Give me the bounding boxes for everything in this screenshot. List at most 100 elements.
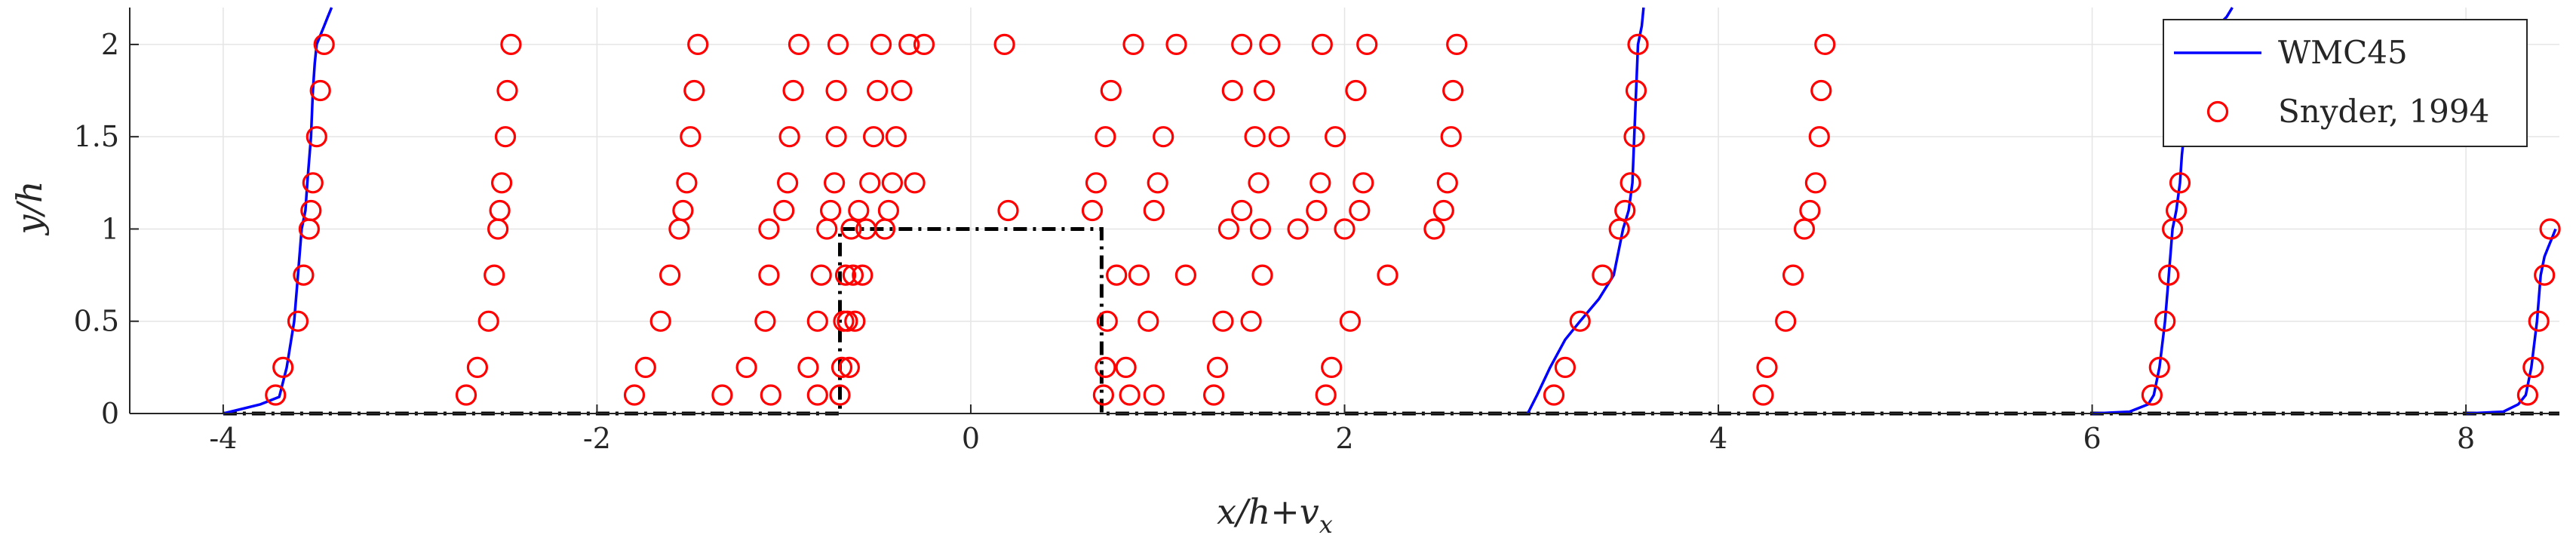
snyder-data-point	[1143, 199, 1165, 222]
snyder-data-point	[1543, 384, 1565, 406]
snyder-data-point	[797, 356, 819, 378]
snyder-data-point	[1095, 126, 1116, 148]
snyder-data-point	[825, 79, 847, 102]
snyder-data-point	[1240, 310, 1262, 332]
snyder-data-point	[1206, 356, 1229, 378]
snyder-data-point	[1202, 384, 1225, 406]
snyder-data-point	[825, 126, 847, 148]
snyder-data-point	[1138, 310, 1159, 332]
snyder-data-point	[993, 33, 1015, 56]
snyder-data-point	[649, 310, 671, 332]
snyder-data-point	[1356, 33, 1378, 56]
snyder-data-point	[1423, 218, 1445, 240]
snyder-data-point	[806, 310, 828, 332]
snyder-data-point	[623, 384, 646, 406]
snyder-data-point	[1446, 33, 1468, 56]
snyder-data-point	[1128, 264, 1150, 286]
y-tick-label: 1	[101, 212, 119, 245]
snyder-data-point	[1165, 33, 1187, 56]
snyder-data-point	[1174, 264, 1197, 286]
snyder-data-point	[313, 33, 335, 56]
snyder-data-point	[490, 172, 513, 194]
snyder-data-point	[1804, 172, 1826, 194]
y-axis-label: y/h	[9, 180, 50, 235]
x-axis-label: x/h+vx	[1217, 491, 1333, 535]
snyder-data-point	[881, 172, 904, 194]
snyder-data-point	[735, 356, 757, 378]
axes-frame	[129, 8, 2559, 414]
snyder-data-point	[827, 33, 849, 56]
snyder-data-point	[1623, 126, 1645, 148]
snyder-data-point	[2166, 199, 2188, 222]
snyder-data-point	[1440, 126, 1462, 148]
marker-series-layer	[265, 33, 2561, 406]
snyder-data-point	[852, 264, 874, 286]
snyder-data-point	[683, 79, 705, 102]
snyder-data-point	[711, 384, 733, 406]
snyder-data-point	[1814, 33, 1836, 56]
snyder-data-point	[1432, 199, 1454, 222]
snyder-data-point	[1096, 310, 1118, 332]
snyder-data-point	[1231, 33, 1253, 56]
snyder-data-point	[2539, 218, 2561, 240]
x-tick-label: 2	[1335, 422, 1353, 455]
snyder-data-point	[1249, 218, 1272, 240]
snyder-data-point	[862, 126, 885, 148]
snyder-data-point	[1253, 79, 1276, 102]
snyder-data-point	[1810, 79, 1832, 102]
x-tick-label: 6	[2083, 422, 2101, 455]
snyder-data-point	[1334, 218, 1356, 240]
snyder-data-point	[466, 356, 489, 378]
snyder-data-point	[300, 199, 322, 222]
snyder-data-point	[1627, 33, 1649, 56]
snyder-data-point	[477, 310, 499, 332]
snyder-data-point	[1345, 79, 1367, 102]
y-tick-labels: 0 0.5 1 1.5 2	[74, 28, 119, 430]
snyder-data-point	[2141, 384, 2163, 406]
snyder-data-point	[1775, 310, 1797, 332]
snyder-data-point	[1122, 33, 1144, 56]
snyder-data-point	[687, 33, 709, 56]
snyder-data-point	[776, 172, 799, 194]
snyder-data-point	[1287, 218, 1309, 240]
snyder-data-point	[806, 384, 828, 406]
x-tick-label: 8	[2457, 422, 2475, 455]
snyder-data-point	[842, 264, 864, 286]
snyder-data-point	[272, 356, 294, 378]
legend-label-snyder: Snyder, 1994	[2278, 93, 2489, 130]
snyder-data-point	[1608, 218, 1630, 240]
snyder-data-point	[1569, 310, 1591, 332]
snyder-data-point	[1147, 172, 1168, 194]
snyder-data-point	[2148, 356, 2170, 378]
snyder-data-point	[484, 264, 505, 286]
x-tick-label: 4	[1709, 422, 1727, 455]
snyder-data-point	[859, 172, 881, 194]
snyder-data-point	[848, 199, 870, 222]
snyder-data-point	[913, 33, 935, 56]
snyder-data-point	[898, 33, 920, 56]
snyder-data-point	[1217, 218, 1240, 240]
snyder-data-point	[489, 199, 511, 222]
snyder-data-point	[1752, 384, 1774, 406]
snyder-data-point	[500, 33, 522, 56]
y-tick-label: 0.5	[74, 305, 119, 338]
y-tick-label: 1.5	[74, 120, 119, 153]
legend-marker-swatch	[2206, 100, 2229, 123]
snyder-data-point	[1115, 356, 1137, 378]
snyder-data-point	[1442, 79, 1464, 102]
snyder-data-point	[1221, 79, 1243, 102]
snyder-data-point	[1106, 264, 1128, 286]
snyder-data-point	[309, 79, 331, 102]
snyder-data-point	[1268, 126, 1290, 148]
y-tick-label: 0	[101, 397, 119, 430]
legend: WMC45 Snyder, 1994	[2163, 19, 2528, 147]
snyder-data-point	[2534, 264, 2556, 286]
snyder-data-point	[1756, 356, 1778, 378]
snyder-data-point	[2154, 310, 2176, 332]
snyder-data-point	[1095, 356, 1116, 378]
snyder-data-point	[837, 310, 858, 332]
snyder-data-point	[2516, 384, 2538, 406]
snyder-data-point	[1625, 79, 1647, 102]
snyder-data-point	[904, 172, 926, 194]
snyder-data-point	[1614, 199, 1636, 222]
